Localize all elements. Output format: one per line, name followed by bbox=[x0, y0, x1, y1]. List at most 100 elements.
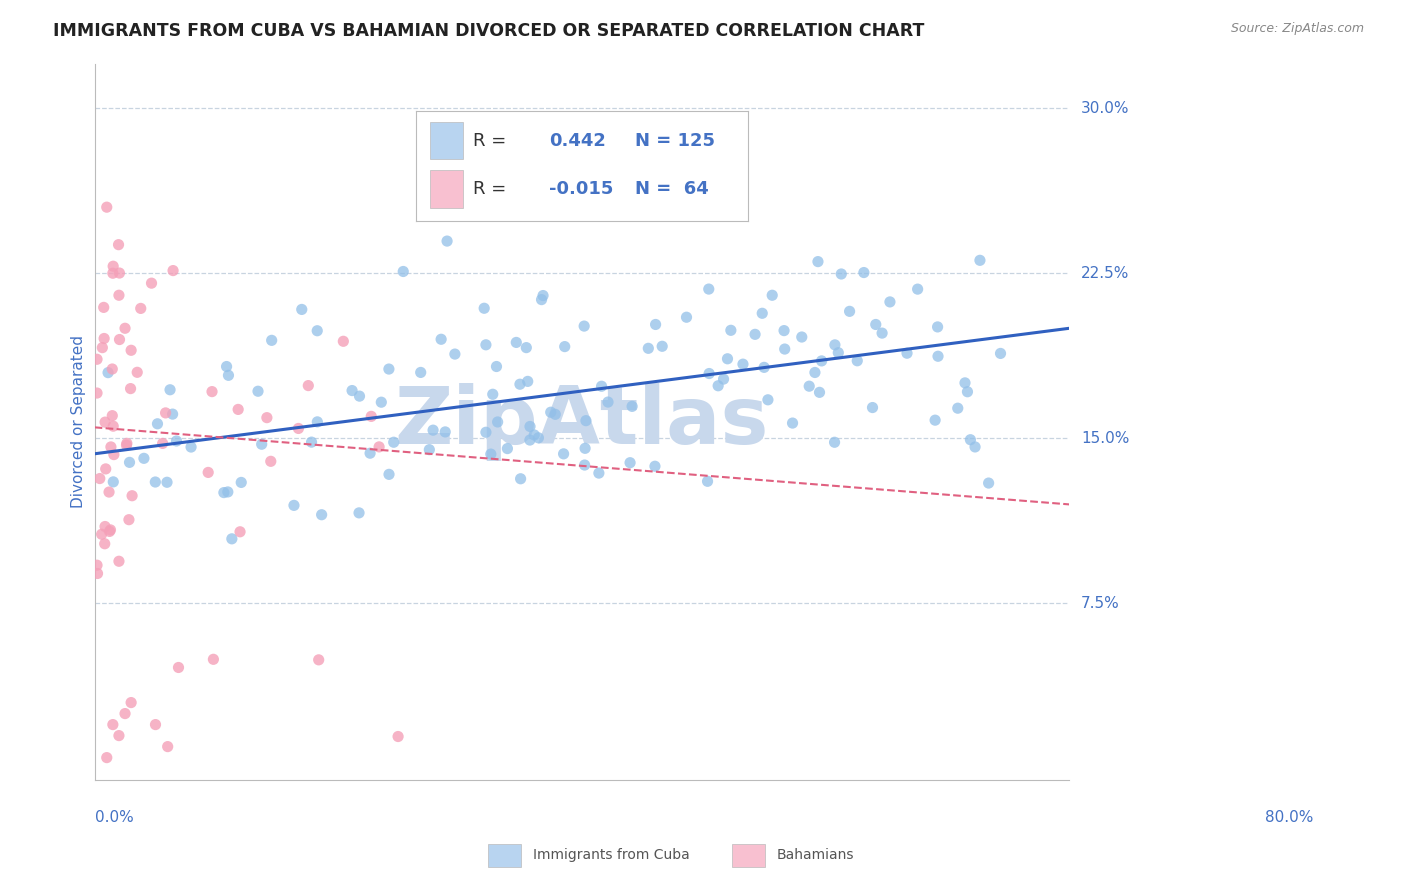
Point bbox=[430, 332, 453, 346]
Point bbox=[509, 472, 531, 486]
Point bbox=[103, 448, 125, 462]
Point bbox=[697, 282, 720, 296]
Point bbox=[152, 436, 174, 450]
Point bbox=[773, 342, 796, 356]
Point bbox=[720, 323, 742, 337]
Point bbox=[675, 310, 697, 325]
Point bbox=[89, 471, 111, 485]
Point bbox=[162, 263, 184, 277]
Point bbox=[120, 343, 142, 358]
Point bbox=[519, 419, 541, 434]
Point bbox=[197, 466, 219, 480]
Point bbox=[202, 652, 225, 666]
Point bbox=[773, 324, 796, 338]
Point bbox=[94, 519, 117, 533]
Point bbox=[100, 523, 122, 537]
Y-axis label: Divorced or Separated: Divorced or Separated bbox=[72, 335, 86, 508]
Point bbox=[118, 513, 141, 527]
Point bbox=[156, 475, 179, 490]
Point bbox=[591, 379, 613, 393]
Bar bbox=[731, 844, 765, 867]
Point bbox=[359, 446, 381, 460]
Point bbox=[308, 653, 330, 667]
Point bbox=[731, 357, 754, 371]
Point bbox=[540, 405, 562, 419]
Point bbox=[479, 447, 502, 461]
Point bbox=[574, 442, 596, 456]
Point bbox=[215, 359, 238, 374]
Point bbox=[422, 423, 444, 437]
Point bbox=[965, 440, 987, 454]
Point bbox=[283, 499, 305, 513]
Point bbox=[347, 506, 370, 520]
Point bbox=[485, 359, 508, 374]
Point bbox=[307, 324, 329, 338]
Point bbox=[824, 338, 846, 352]
Point bbox=[516, 375, 538, 389]
Point bbox=[159, 383, 181, 397]
Point bbox=[180, 440, 202, 454]
Point bbox=[378, 362, 401, 376]
Point bbox=[953, 376, 976, 390]
Point bbox=[761, 288, 783, 302]
Point bbox=[418, 442, 440, 457]
Point bbox=[434, 425, 457, 439]
Point bbox=[744, 327, 766, 342]
Point bbox=[86, 386, 108, 401]
Text: Source: ZipAtlas.com: Source: ZipAtlas.com bbox=[1230, 22, 1364, 36]
Point bbox=[247, 384, 270, 399]
Point bbox=[108, 729, 131, 743]
Point bbox=[475, 338, 498, 352]
Text: 22.5%: 22.5% bbox=[1081, 266, 1129, 281]
Text: ZipAtlas: ZipAtlas bbox=[395, 383, 769, 461]
Point bbox=[155, 406, 177, 420]
Point bbox=[349, 389, 371, 403]
Text: 7.5%: 7.5% bbox=[1081, 596, 1119, 611]
Point bbox=[114, 321, 136, 335]
Point bbox=[108, 554, 131, 568]
Point bbox=[256, 410, 278, 425]
Point bbox=[120, 696, 142, 710]
Point bbox=[340, 384, 363, 398]
Point bbox=[621, 400, 644, 414]
Point bbox=[121, 489, 143, 503]
Point bbox=[212, 485, 235, 500]
Text: 30.0%: 30.0% bbox=[1081, 101, 1129, 116]
Text: 15.0%: 15.0% bbox=[1081, 431, 1129, 446]
Point bbox=[554, 340, 576, 354]
Point bbox=[94, 462, 117, 476]
Bar bbox=[488, 844, 522, 867]
Point bbox=[307, 415, 329, 429]
Point bbox=[924, 413, 946, 427]
Point bbox=[378, 467, 401, 482]
Point bbox=[156, 739, 179, 754]
Point bbox=[830, 267, 852, 281]
Point bbox=[574, 458, 596, 472]
Text: 0.0%: 0.0% bbox=[94, 810, 134, 825]
Point bbox=[103, 475, 125, 489]
Point bbox=[360, 409, 382, 424]
Point bbox=[519, 433, 541, 447]
Point bbox=[481, 387, 503, 401]
Point bbox=[596, 395, 619, 409]
Point bbox=[132, 451, 155, 466]
Point bbox=[444, 347, 467, 361]
Point bbox=[782, 416, 804, 430]
Point bbox=[221, 532, 243, 546]
Point bbox=[301, 435, 323, 450]
Point bbox=[475, 425, 498, 440]
Point bbox=[505, 335, 527, 350]
Point bbox=[201, 384, 224, 399]
Text: 80.0%: 80.0% bbox=[1265, 810, 1313, 825]
Point bbox=[118, 455, 141, 469]
Point bbox=[751, 306, 773, 320]
Point bbox=[93, 301, 115, 315]
Point bbox=[896, 346, 918, 360]
Point bbox=[553, 447, 575, 461]
Point bbox=[515, 341, 537, 355]
Point bbox=[990, 346, 1012, 360]
Point bbox=[167, 660, 190, 674]
Point bbox=[651, 339, 673, 353]
Point bbox=[103, 419, 125, 434]
Point bbox=[114, 706, 136, 721]
